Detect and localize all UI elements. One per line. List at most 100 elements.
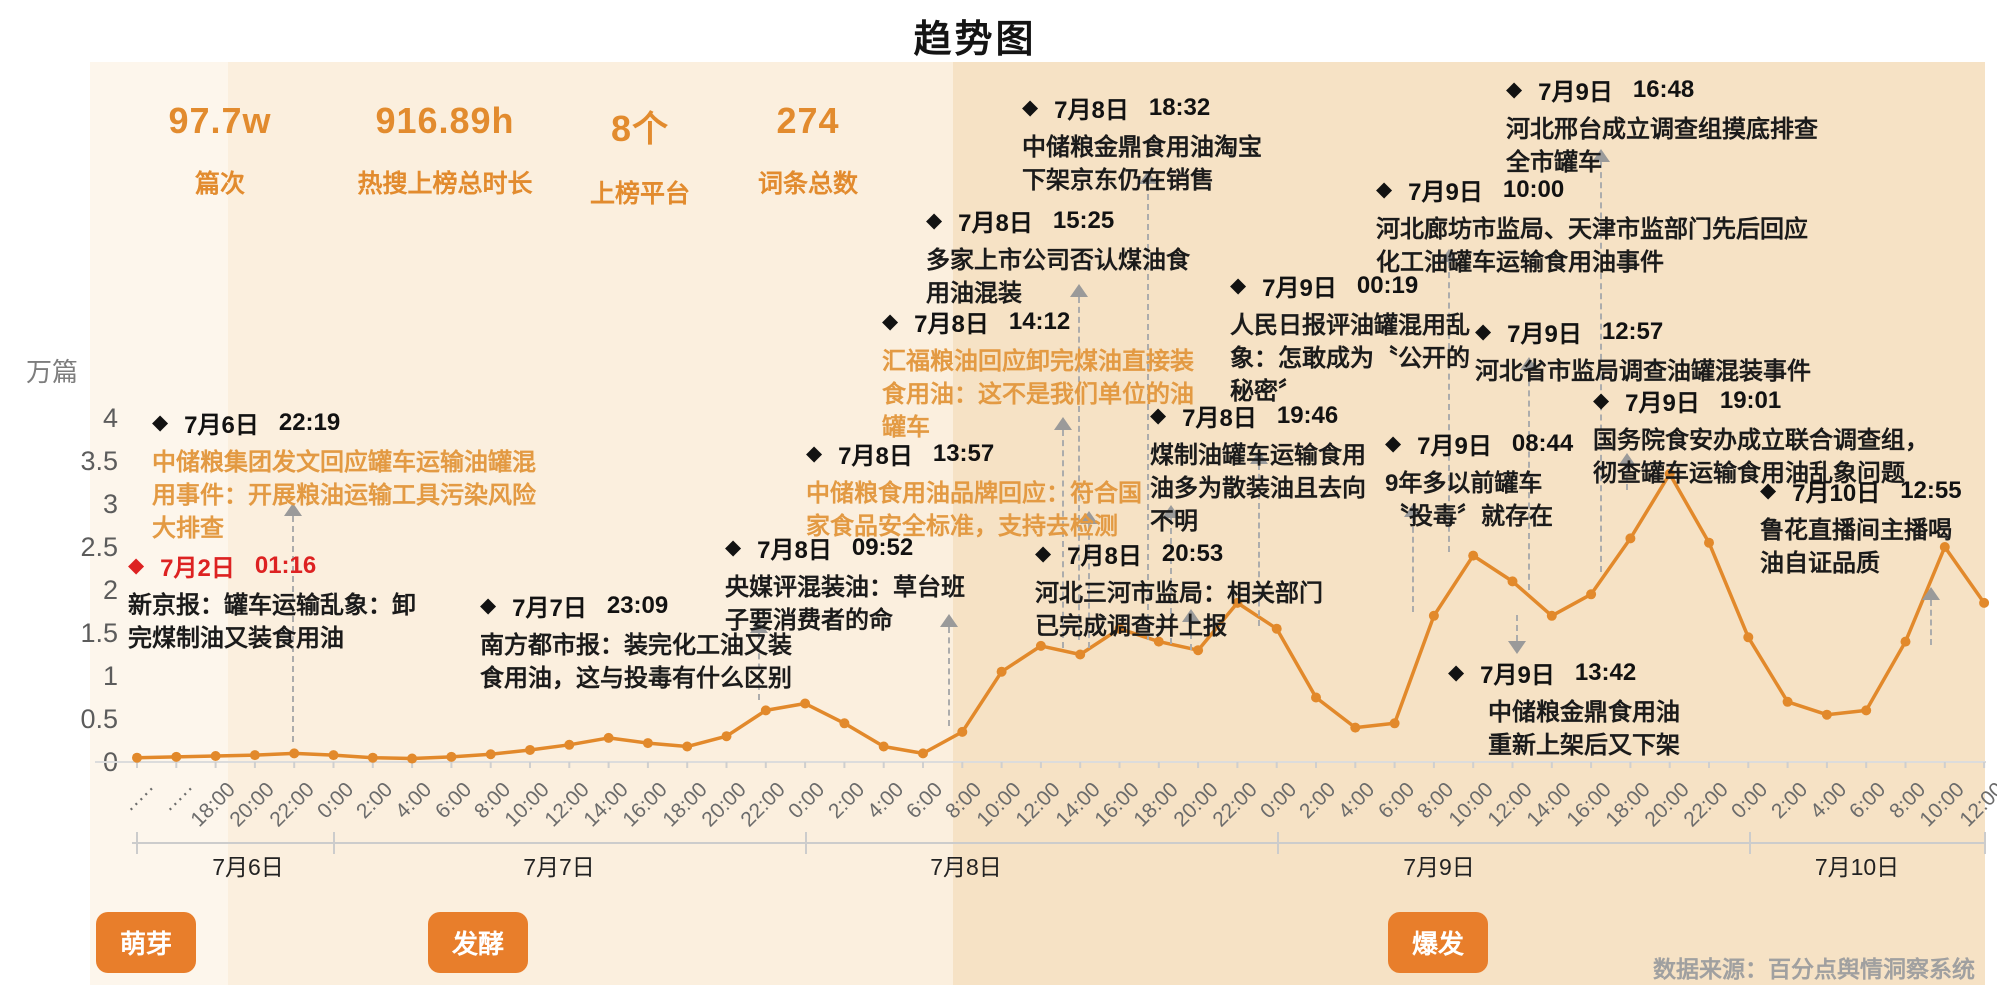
y-axis-unit: 万篇 (26, 357, 79, 387)
event-arrow-icon (1592, 149, 1610, 572)
event-text: 央媒评混装油：草台班 子要消费者的命 (725, 574, 965, 634)
event-annotation: ◆ 7月8日 09:52 央媒评混装油：草台班 子要消费者的命 (725, 530, 965, 637)
data-point (682, 741, 693, 752)
event-arrow-icon (1922, 587, 1940, 645)
data-point (485, 749, 496, 760)
y-tick-label: 0.5 (80, 704, 118, 734)
data-point (132, 752, 142, 763)
event-arrow-icon (750, 620, 768, 700)
event-annotation: ◆ 7月8日 18:32 中储粮金鼎食用油淘宝 下架京东仍在销售 (1022, 90, 1262, 197)
stat-posts: 97.7w 篇次 (168, 100, 271, 200)
data-point (210, 750, 221, 761)
data-point (1350, 722, 1361, 733)
event-arrow-icon (1162, 505, 1180, 644)
data-point (996, 666, 1007, 677)
data-point (1821, 709, 1832, 720)
data-point (918, 748, 928, 759)
diamond-icon: ◆ (926, 209, 943, 232)
stat-entries-label: 词条总数 (757, 170, 859, 198)
data-point (642, 738, 653, 749)
phase-band-sprout (90, 62, 228, 985)
data-point (1271, 623, 1282, 634)
date-label-jul10: 7月10日 (1814, 854, 1900, 880)
data-point (564, 739, 575, 750)
diamond-icon: ◆ (1385, 432, 1402, 455)
event-text: 9年多以前罐车 〝投毒〞就存在 (1385, 470, 1553, 530)
diamond-icon: ◆ (1230, 274, 1247, 297)
phase-band-ferment (228, 62, 953, 985)
event-arrow-icon (1440, 249, 1458, 552)
event-arrow-icon (1520, 357, 1538, 590)
event-text: 中储粮金鼎食用油淘宝 下架京东仍在销售 (1022, 134, 1262, 194)
y-tick-label: 2 (102, 575, 118, 605)
event-annotation: ◆ 7月9日 19:01 国务院食安办成立联合调查组， 彻查罐车运输食用油乱象问题 (1593, 383, 1929, 490)
data-point (1939, 542, 1950, 552)
date-axis-tick (805, 832, 807, 854)
diamond-icon: ◆ (480, 594, 497, 617)
phase-button-burst[interactable]: 爆发 (1388, 912, 1489, 973)
data-point (760, 705, 771, 716)
date-label-jul7: 7月7日 (523, 854, 595, 880)
phase-button-sprout[interactable]: 萌芽 (96, 912, 197, 973)
diamond-icon: ◆ (1376, 178, 1393, 201)
event-annotation: ◆ 7月9日 08:44 9年多以前罐车 〝投毒〞就存在 (1385, 426, 1573, 533)
stat-hot-search-duration-value: 916.89h (375, 100, 515, 141)
event-annotation: ◆ 7月8日 20:53 河北三河市监局：相关部门 已完成调查并上报 (1035, 536, 1323, 643)
event-annotation: ◆ 7月8日 14:12 汇福粮油回应卸完煤油直接装 食用油：这不是我们单位的油 罐… (882, 304, 1194, 444)
event-text: 新京报：罐车运输乱象：卸 完煤制油又装食用油 (128, 592, 416, 652)
diamond-icon: ◆ (128, 554, 145, 577)
data-point (957, 726, 968, 737)
stat-hot-search-duration-label: 热搜上榜总时长 (357, 170, 533, 198)
phase-band-burst (953, 62, 1985, 985)
diamond-icon: ◆ (725, 536, 742, 559)
event-arrow-icon (1080, 511, 1098, 648)
data-point (249, 750, 260, 761)
data-point (289, 748, 300, 759)
event-arrow-icon (1182, 609, 1200, 650)
data-point (367, 752, 378, 763)
diamond-icon: ◆ (1475, 320, 1492, 343)
data-point (446, 751, 457, 762)
event-arrow-icon (940, 614, 958, 726)
y-tick-label: 3.5 (80, 446, 118, 476)
event-text: 国务院食安办成立联合调查组， 彻查罐车运输食用油乱象问题 (1593, 427, 1929, 487)
date-axis-tick (333, 832, 335, 854)
page-title: 趋势图 (913, 19, 1037, 61)
event-annotation: ◆ 7月9日 00:19 人民日报评油罐混用乱 象：怎敢成为〝公开的 秘密〞 (1230, 268, 1470, 408)
event-annotation: ◆ 7月10日 12:55 鲁花直播间主播喝 油自证品质 (1760, 473, 1962, 580)
date-axis-tick (1749, 832, 1751, 854)
event-annotation: ◆ 7月8日 19:46 煤制油罐车运输食用 油多为散装油且去向 不明 (1150, 398, 1366, 538)
event-arrow-icon (284, 503, 302, 742)
event-annotation: ◆ 7月2日 01:16 新京报：罐车运输乱象：卸 完煤制油又装食用油 (128, 548, 416, 655)
data-point (171, 751, 182, 762)
data-point (1979, 597, 1990, 608)
event-text: 中储粮集团发文回应罐车运输油罐混 用事件：开展粮油运输工具污染风险 大排查 (152, 449, 536, 542)
y-tick-label: 1 (102, 661, 118, 691)
diamond-icon: ◆ (1593, 389, 1610, 412)
data-point (1704, 537, 1714, 548)
stat-platforms-value: 8个 (610, 108, 670, 149)
data-point (878, 741, 889, 752)
event-text: 中储粮金鼎食用油 重新上架后又下架 (1488, 699, 1680, 759)
event-arrow-down-icon (1508, 615, 1526, 654)
data-point (1625, 533, 1636, 544)
stat-platforms: 8个 上榜平台 (590, 100, 690, 210)
data-point (1075, 649, 1086, 660)
data-point (1586, 589, 1597, 600)
event-text: 河北廊坊市监局、天津市监部门先后回应 化工油罐车运输食用油事件 (1376, 216, 1808, 276)
data-point (1193, 645, 1204, 656)
event-annotation: ◆ 7月9日 13:42 中储粮金鼎食用油 重新上架后又下架 (1448, 655, 1680, 762)
diamond-icon: ◆ (1760, 479, 1777, 502)
event-text: 煤制油罐车运输食用 油多为散装油且去向 不明 (1150, 442, 1366, 535)
event-text: 多家上市公司否认煤油食 用油混装 (926, 247, 1190, 307)
y-tick-label: 2.5 (80, 532, 118, 562)
data-point (1114, 623, 1125, 634)
event-text: 鲁花直播间主播喝 油自证品质 (1760, 517, 1952, 577)
data-point (721, 731, 732, 742)
event-text: 河北邢台成立调查组摸底排查 全市罐车 (1506, 116, 1818, 176)
phase-button-ferment[interactable]: 发酵 (428, 912, 529, 973)
event-annotation: ◆ 7月8日 13:57 中储粮食用油品牌回应：符合国 家食品安全标准，支持去检测 (806, 436, 1142, 543)
diamond-icon: ◆ (1035, 542, 1052, 565)
